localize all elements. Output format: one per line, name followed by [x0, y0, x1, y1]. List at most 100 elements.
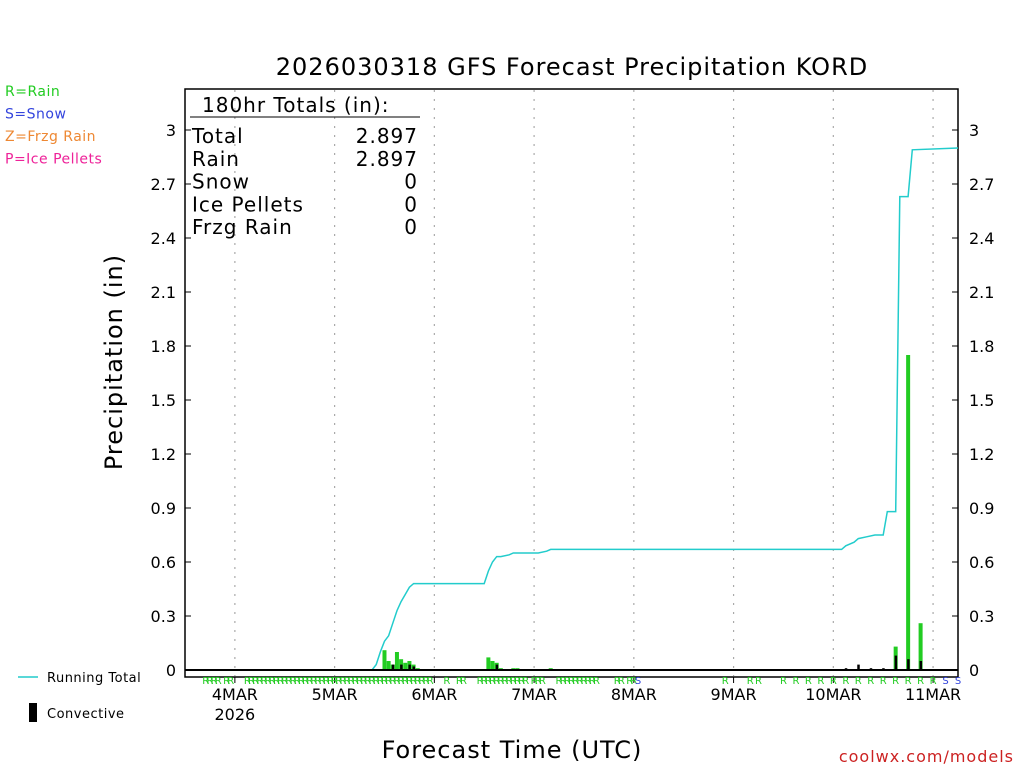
ptype-code: R — [576, 676, 583, 687]
running-total-line — [185, 147, 959, 671]
ptype-code: R — [443, 676, 450, 687]
ptype-code: R — [817, 676, 824, 687]
convective-bar — [391, 664, 395, 670]
precip-bar — [403, 662, 408, 670]
ptype-code: R — [518, 676, 525, 687]
ptype-code: R — [348, 676, 355, 687]
ptype-code: R — [722, 676, 729, 687]
ptype-code: R — [585, 676, 592, 687]
ptype-code: R — [497, 676, 504, 687]
ptype-code: R — [560, 676, 567, 687]
ptype-code: R — [630, 676, 637, 687]
totals-row-value: 0 — [404, 170, 418, 194]
convective-bar — [400, 664, 403, 670]
ptype-code: R — [381, 676, 388, 687]
precip-bar — [486, 657, 491, 670]
ptype-code: R — [302, 676, 309, 687]
y-tick-label-right: 1.5 — [969, 391, 994, 410]
convective-bar — [919, 661, 923, 670]
ptype-code: R — [514, 676, 521, 687]
ptype-code: R — [485, 676, 492, 687]
ptype-code: R — [285, 676, 292, 687]
ptype-code: R — [260, 676, 267, 687]
y-tick-label-left: 2.4 — [151, 229, 176, 248]
ptype-code: R — [755, 676, 762, 687]
y-tick-label-left: 0 — [166, 661, 176, 680]
ptype-code: R — [614, 676, 621, 687]
precip-bar — [382, 650, 387, 670]
x-gridlines — [234, 90, 934, 676]
totals-row-value: 2.897 — [356, 124, 418, 148]
ptype-code: R — [294, 676, 301, 687]
x-tick-label: 8MAR — [611, 685, 657, 704]
running-total-legend-label: Running Total — [47, 671, 141, 686]
convective-bar — [894, 655, 898, 670]
y-tick-label-left: 1.8 — [151, 337, 176, 356]
x-tick-label: 11MAR — [905, 685, 961, 704]
ptype-code: S — [955, 676, 961, 687]
y-axis-right: 0 0.3 0.6 0.9 1.2 1.5 1.8 2.1 2.4 2.7 3 — [952, 121, 994, 680]
y-tick-label-right: 2.7 — [969, 175, 994, 194]
ptype-code: R — [339, 676, 346, 687]
totals-row-label: Total — [191, 124, 244, 148]
ptype-code: R — [335, 676, 342, 687]
ptype-code: R — [618, 676, 625, 687]
x-tick-label: 5MAR — [312, 685, 358, 704]
totals-row-value: 0 — [404, 192, 418, 216]
y-tick-label-left: 2.7 — [151, 175, 176, 194]
ptype-code: R — [493, 676, 500, 687]
convective-bar — [408, 664, 411, 670]
ptype-code: R — [506, 676, 513, 687]
ptype-code: R — [377, 676, 384, 687]
ptype-code: R — [211, 676, 218, 687]
ptype-code: R — [227, 676, 234, 687]
ptype-code: R — [568, 676, 575, 687]
watermark: coolwx.com/models — [839, 747, 1014, 766]
ptype-code: R — [423, 676, 430, 687]
ptype-code: S — [942, 676, 948, 687]
ptype-code: R — [502, 676, 509, 687]
ptype-code: R — [248, 676, 255, 687]
ptype-code: R — [331, 676, 338, 687]
ptype-code: R — [792, 676, 799, 687]
ptype-code: R — [414, 676, 421, 687]
ptype-code: R — [410, 676, 417, 687]
ptype-code: R — [315, 676, 322, 687]
totals-row-label: Rain — [192, 147, 240, 171]
ptype-code: R — [930, 676, 937, 687]
ptype-code: R — [481, 676, 488, 687]
ptype-code: R — [352, 676, 359, 687]
ptype-code: S — [635, 676, 641, 687]
ptype-code: R — [892, 676, 899, 687]
type-legend-item: S=Snow — [5, 107, 66, 123]
y-axis-left: 0 0.3 0.6 0.9 1.2 1.5 1.8 2.1 2.4 2.7 3 — [151, 121, 191, 680]
x-tick-label: 6MAR — [411, 685, 457, 704]
ptype-code: R — [842, 676, 849, 687]
running-total-path — [185, 147, 959, 671]
ptype-code: R — [373, 676, 380, 687]
ptype-code: R — [369, 676, 376, 687]
y-tick-label-right: 3 — [969, 121, 979, 140]
ptype-code: R — [252, 676, 259, 687]
x-tick-label: 4MAR — [212, 685, 258, 704]
type-legend: R=Rain S=Snow Z=Frzg Rain P=Ice Pellets — [5, 84, 102, 168]
ptype-code: R — [215, 676, 222, 687]
ptype-code: R — [389, 676, 396, 687]
y-tick-label-right: 0.3 — [969, 607, 994, 626]
ptype-code: R — [905, 676, 912, 687]
totals-row-label: Ice Pellets — [192, 192, 304, 216]
ptype-code: R — [427, 676, 434, 687]
x-tick-sublabel: 2026 — [215, 705, 256, 724]
ptype-code: R — [564, 676, 571, 687]
x-tick-label: 10MAR — [805, 685, 861, 704]
x-tick-label: 9MAR — [711, 685, 757, 704]
convective-bars — [391, 655, 923, 670]
y-tick-label-right: 2.4 — [969, 229, 994, 248]
totals-rows: Total 2.897 Rain 2.897 Snow 0 Ice Pellets 0 Frzg… — [191, 124, 418, 239]
y-tick-label-right: 1.2 — [969, 445, 994, 464]
y-tick-label-left: 1.5 — [151, 391, 176, 410]
ptype-code: R — [780, 676, 787, 687]
type-legend-item: R=Rain — [5, 84, 60, 100]
ptype-code: R — [360, 676, 367, 687]
